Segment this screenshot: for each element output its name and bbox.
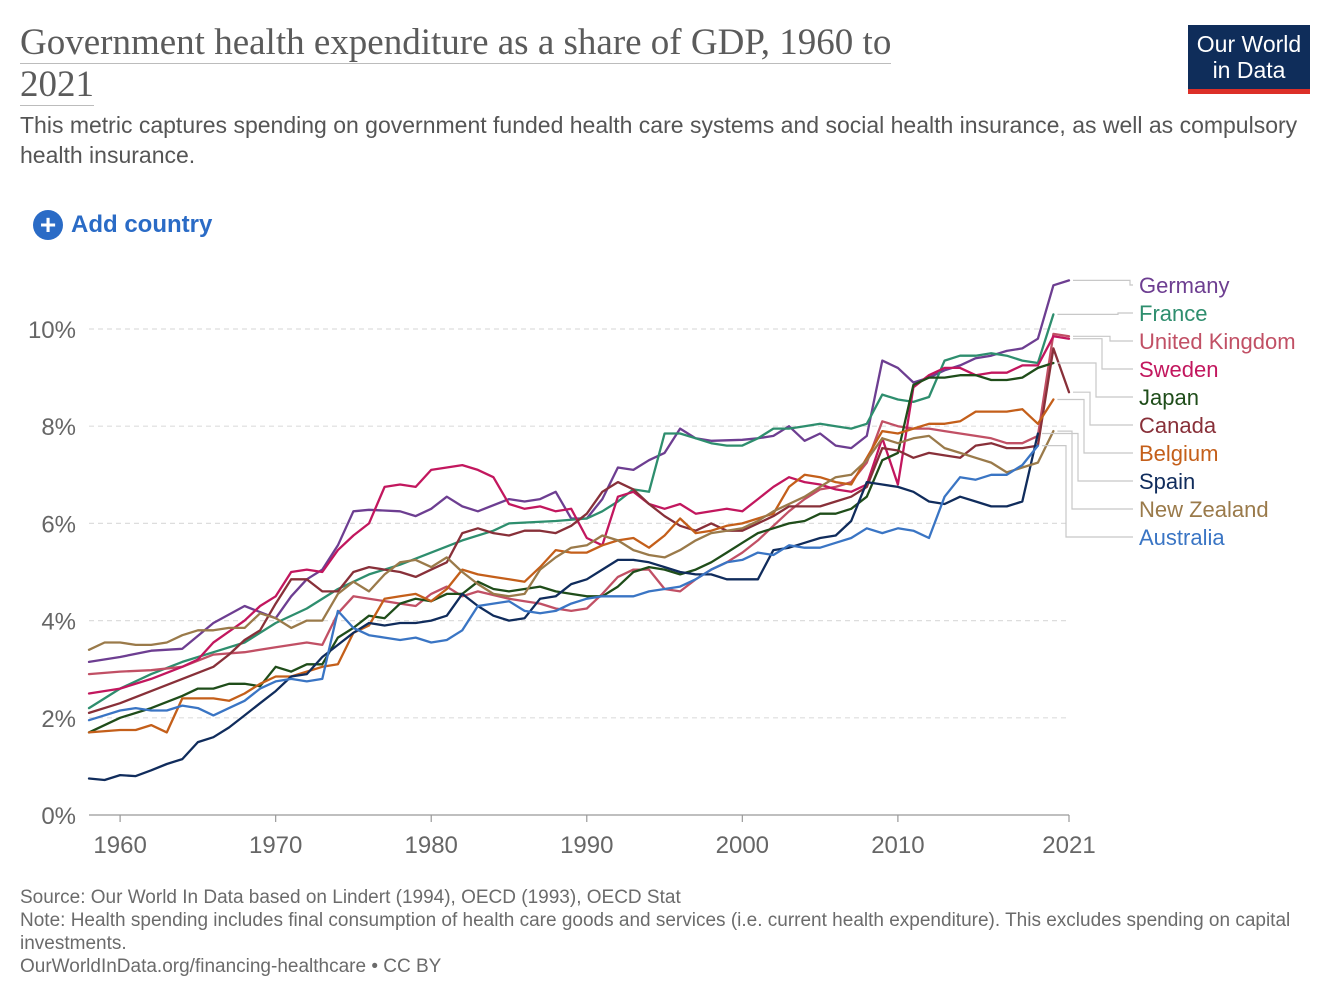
legend-connector <box>1041 432 1133 482</box>
legend-connector <box>1073 338 1133 370</box>
legend: Germany France United Kingdom Sweden Japan Ca… <box>1041 273 1296 550</box>
x-tick-label: 2021 <box>1042 832 1095 859</box>
methodology-note: Note: Health spending includes final con… <box>20 910 1291 954</box>
legend-connector <box>1057 362 1133 398</box>
y-tick-label: 0% <box>41 803 76 830</box>
x-tick-label: 1980 <box>405 832 458 859</box>
legend-label-united-kingdom[interactable]: United Kingdom <box>1139 329 1296 354</box>
y-axis-tick-labels: 0% 2% 4% 6% 8% 10% <box>28 317 76 830</box>
legend-label-germany[interactable]: Germany <box>1139 273 1229 298</box>
legend-connector <box>1041 445 1133 538</box>
legend-connector <box>1057 430 1133 510</box>
y-tick-label: 10% <box>28 317 76 344</box>
series-lines <box>87 279 1071 782</box>
legend-label-belgium[interactable]: Belgium <box>1139 441 1218 466</box>
legend-connector <box>1057 312 1133 315</box>
x-tick-label: 1960 <box>93 832 146 859</box>
source-note: Source: Our World In Data based on Linde… <box>20 887 681 908</box>
series-line-belgium[interactable] <box>87 398 1055 734</box>
line-chart: 0% 2% 4% 6% 8% 10% 1960 1970 1980 1990 2000 2010 20… <box>28 273 1296 859</box>
x-tick-label: 2010 <box>871 832 924 859</box>
x-tick-label: 1970 <box>249 832 302 859</box>
y-tick-label: 6% <box>41 511 76 538</box>
x-axis: 1960 1970 1980 1990 2000 2010 2021 <box>89 814 1096 859</box>
chart-footer: Source: Our World In Data based on Linde… <box>20 886 1310 978</box>
owid-logo[interactable]: Our World in Data <box>1188 25 1310 94</box>
series-line-new-zealand[interactable] <box>87 429 1055 651</box>
x-tick-label: 1990 <box>560 832 613 859</box>
logo-line-1: Our World <box>1196 31 1302 57</box>
series-line-spain[interactable] <box>87 432 1040 782</box>
legend-connector <box>1073 335 1133 342</box>
x-tick-label: 2000 <box>716 832 769 859</box>
series-line-sweden[interactable] <box>87 335 1071 695</box>
chart-title-line-2: 2021 <box>20 64 94 106</box>
legend-connector <box>1057 398 1133 454</box>
legend-connector <box>1073 279 1133 286</box>
add-country-button[interactable]: + Add country <box>33 208 212 242</box>
logo-line-2: in Data <box>1212 57 1286 83</box>
add-country-label: Add country <box>71 211 213 238</box>
legend-label-spain[interactable]: Spain <box>1139 469 1195 494</box>
legend-label-canada[interactable]: Canada <box>1139 413 1217 438</box>
logo-accent-bar <box>1188 89 1310 94</box>
series-line-germany[interactable] <box>87 279 1071 664</box>
legend-label-new-zealand[interactable]: New Zealand <box>1139 497 1269 522</box>
legend-label-japan[interactable]: Japan <box>1139 385 1199 410</box>
legend-connector <box>1073 391 1133 426</box>
legend-label-sweden[interactable]: Sweden <box>1139 357 1219 382</box>
chart-subtitle: This metric captures spending on governm… <box>20 112 1298 168</box>
source-url: OurWorldInData.org/financing-healthcare … <box>20 956 442 977</box>
series-line-france[interactable] <box>87 313 1055 710</box>
series-line-canada[interactable] <box>87 347 1071 715</box>
legend-label-australia[interactable]: Australia <box>1139 525 1225 550</box>
chart-title-line-1: Government health expenditure as a share… <box>20 22 892 64</box>
y-tick-label: 2% <box>41 706 76 733</box>
y-tick-label: 4% <box>41 609 76 636</box>
chart-title: Government health expenditure as a share… <box>20 22 1020 106</box>
series-line-united-kingdom[interactable] <box>87 332 1071 676</box>
legend-label-france[interactable]: France <box>1139 301 1207 326</box>
y-tick-label: 8% <box>41 414 76 441</box>
series-line-australia[interactable] <box>87 444 1040 722</box>
plus-circle-icon: + <box>33 210 63 240</box>
